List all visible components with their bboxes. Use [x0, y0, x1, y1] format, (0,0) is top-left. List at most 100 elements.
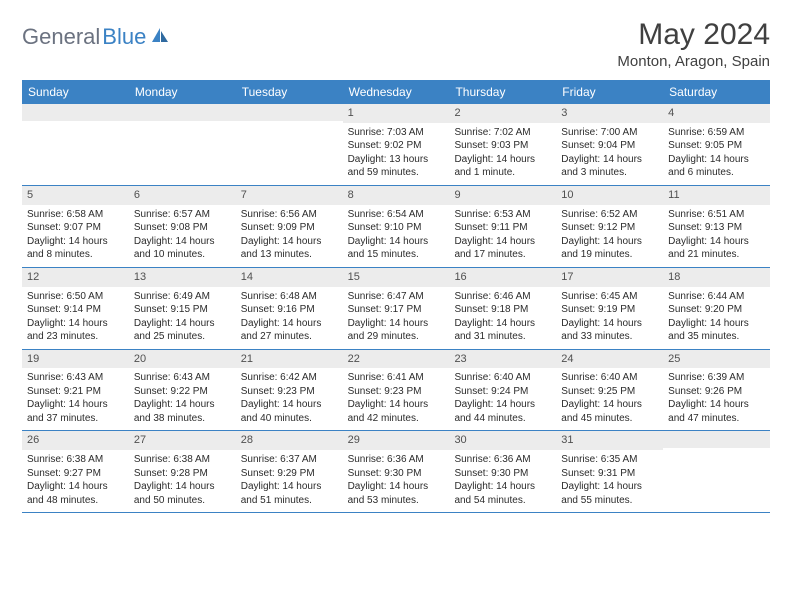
sunset-text: Sunset: 9:29 PM: [241, 467, 338, 481]
sunrise-text: Sunrise: 7:00 AM: [561, 126, 658, 140]
day-cell: 8Sunrise: 6:54 AMSunset: 9:10 PMDaylight…: [343, 186, 450, 267]
sunrise-text: Sunrise: 6:43 AM: [27, 371, 124, 385]
day-cell: 23Sunrise: 6:40 AMSunset: 9:24 PMDayligh…: [449, 350, 556, 431]
day-body: Sunrise: 6:38 AMSunset: 9:27 PMDaylight:…: [22, 450, 129, 512]
sunset-text: Sunset: 9:18 PM: [454, 303, 551, 317]
day-number: [236, 104, 343, 121]
day-cell: 31Sunrise: 6:35 AMSunset: 9:31 PMDayligh…: [556, 431, 663, 512]
day-number: 16: [449, 268, 556, 287]
sunrise-text: Sunrise: 6:46 AM: [454, 290, 551, 304]
sunset-text: Sunset: 9:27 PM: [27, 467, 124, 481]
day-cell: 16Sunrise: 6:46 AMSunset: 9:18 PMDayligh…: [449, 268, 556, 349]
sunrise-text: Sunrise: 7:03 AM: [348, 126, 445, 140]
sunset-text: Sunset: 9:10 PM: [348, 221, 445, 235]
daylight-text: Daylight: 14 hours and 42 minutes.: [348, 398, 445, 425]
sunset-text: Sunset: 9:30 PM: [454, 467, 551, 481]
sunset-text: Sunset: 9:12 PM: [561, 221, 658, 235]
day-cell: 12Sunrise: 6:50 AMSunset: 9:14 PMDayligh…: [22, 268, 129, 349]
day-number: 3: [556, 104, 663, 123]
sunrise-text: Sunrise: 6:51 AM: [668, 208, 765, 222]
sunrise-text: Sunrise: 6:44 AM: [668, 290, 765, 304]
day-number: 26: [22, 431, 129, 450]
day-body: Sunrise: 6:39 AMSunset: 9:26 PMDaylight:…: [663, 368, 770, 430]
daylight-text: Daylight: 14 hours and 3 minutes.: [561, 153, 658, 180]
sunrise-text: Sunrise: 6:48 AM: [241, 290, 338, 304]
sunset-text: Sunset: 9:14 PM: [27, 303, 124, 317]
day-cell: 28Sunrise: 6:37 AMSunset: 9:29 PMDayligh…: [236, 431, 343, 512]
daylight-text: Daylight: 14 hours and 15 minutes.: [348, 235, 445, 262]
day-cell: 30Sunrise: 6:36 AMSunset: 9:30 PMDayligh…: [449, 431, 556, 512]
sunrise-text: Sunrise: 6:42 AM: [241, 371, 338, 385]
page-header: GeneralBlue May 2024 Monton, Aragon, Spa…: [22, 18, 770, 70]
day-body: Sunrise: 6:50 AMSunset: 9:14 PMDaylight:…: [22, 287, 129, 349]
day-number: 13: [129, 268, 236, 287]
day-cell: [129, 104, 236, 185]
sunset-text: Sunset: 9:21 PM: [27, 385, 124, 399]
day-cell: 14Sunrise: 6:48 AMSunset: 9:16 PMDayligh…: [236, 268, 343, 349]
day-number: 10: [556, 186, 663, 205]
sunset-text: Sunset: 9:26 PM: [668, 385, 765, 399]
daylight-text: Daylight: 14 hours and 48 minutes.: [27, 480, 124, 507]
day-cell: 6Sunrise: 6:57 AMSunset: 9:08 PMDaylight…: [129, 186, 236, 267]
day-body: Sunrise: 6:57 AMSunset: 9:08 PMDaylight:…: [129, 205, 236, 267]
daylight-text: Daylight: 14 hours and 10 minutes.: [134, 235, 231, 262]
daylight-text: Daylight: 14 hours and 45 minutes.: [561, 398, 658, 425]
weekday-header-row: SundayMondayTuesdayWednesdayThursdayFrid…: [22, 80, 770, 104]
sunset-text: Sunset: 9:22 PM: [134, 385, 231, 399]
day-cell: 7Sunrise: 6:56 AMSunset: 9:09 PMDaylight…: [236, 186, 343, 267]
sunset-text: Sunset: 9:23 PM: [348, 385, 445, 399]
weekday-header: Sunday: [22, 80, 129, 104]
sunset-text: Sunset: 9:08 PM: [134, 221, 231, 235]
day-body: Sunrise: 6:38 AMSunset: 9:28 PMDaylight:…: [129, 450, 236, 512]
daylight-text: Daylight: 14 hours and 25 minutes.: [134, 317, 231, 344]
day-body: Sunrise: 6:48 AMSunset: 9:16 PMDaylight:…: [236, 287, 343, 349]
day-number: 4: [663, 104, 770, 123]
daylight-text: Daylight: 14 hours and 23 minutes.: [27, 317, 124, 344]
day-body: Sunrise: 6:35 AMSunset: 9:31 PMDaylight:…: [556, 450, 663, 512]
sunrise-text: Sunrise: 6:56 AM: [241, 208, 338, 222]
day-body: Sunrise: 6:45 AMSunset: 9:19 PMDaylight:…: [556, 287, 663, 349]
day-number: 20: [129, 350, 236, 369]
sunset-text: Sunset: 9:28 PM: [134, 467, 231, 481]
day-body: Sunrise: 6:44 AMSunset: 9:20 PMDaylight:…: [663, 287, 770, 349]
day-number: [22, 104, 129, 121]
day-body: Sunrise: 6:40 AMSunset: 9:24 PMDaylight:…: [449, 368, 556, 430]
daylight-text: Daylight: 14 hours and 19 minutes.: [561, 235, 658, 262]
sunrise-text: Sunrise: 6:37 AM: [241, 453, 338, 467]
day-cell: 20Sunrise: 6:43 AMSunset: 9:22 PMDayligh…: [129, 350, 236, 431]
sunrise-text: Sunrise: 6:53 AM: [454, 208, 551, 222]
sunrise-text: Sunrise: 6:54 AM: [348, 208, 445, 222]
day-cell: 13Sunrise: 6:49 AMSunset: 9:15 PMDayligh…: [129, 268, 236, 349]
logo-text-gray: General: [22, 24, 100, 50]
sunset-text: Sunset: 9:23 PM: [241, 385, 338, 399]
day-body: Sunrise: 6:41 AMSunset: 9:23 PMDaylight:…: [343, 368, 450, 430]
day-cell: 27Sunrise: 6:38 AMSunset: 9:28 PMDayligh…: [129, 431, 236, 512]
day-number: 28: [236, 431, 343, 450]
day-number: 11: [663, 186, 770, 205]
day-body: Sunrise: 7:03 AMSunset: 9:02 PMDaylight:…: [343, 123, 450, 185]
sunrise-text: Sunrise: 6:40 AM: [454, 371, 551, 385]
sunset-text: Sunset: 9:31 PM: [561, 467, 658, 481]
sunrise-text: Sunrise: 6:40 AM: [561, 371, 658, 385]
day-cell: [22, 104, 129, 185]
day-number: 7: [236, 186, 343, 205]
day-number: 1: [343, 104, 450, 123]
daylight-text: Daylight: 14 hours and 27 minutes.: [241, 317, 338, 344]
sunrise-text: Sunrise: 6:38 AM: [134, 453, 231, 467]
day-number: 18: [663, 268, 770, 287]
sunrise-text: Sunrise: 6:49 AM: [134, 290, 231, 304]
month-title: May 2024: [617, 18, 770, 51]
day-cell: [663, 431, 770, 512]
day-cell: 24Sunrise: 6:40 AMSunset: 9:25 PMDayligh…: [556, 350, 663, 431]
day-number: 30: [449, 431, 556, 450]
week-row: 1Sunrise: 7:03 AMSunset: 9:02 PMDaylight…: [22, 104, 770, 186]
sunset-text: Sunset: 9:02 PM: [348, 139, 445, 153]
sunset-text: Sunset: 9:07 PM: [27, 221, 124, 235]
day-body: Sunrise: 7:02 AMSunset: 9:03 PMDaylight:…: [449, 123, 556, 185]
daylight-text: Daylight: 14 hours and 6 minutes.: [668, 153, 765, 180]
sunrise-text: Sunrise: 6:43 AM: [134, 371, 231, 385]
sunrise-text: Sunrise: 6:50 AM: [27, 290, 124, 304]
daylight-text: Daylight: 14 hours and 55 minutes.: [561, 480, 658, 507]
sunset-text: Sunset: 9:19 PM: [561, 303, 658, 317]
day-body: Sunrise: 6:47 AMSunset: 9:17 PMDaylight:…: [343, 287, 450, 349]
